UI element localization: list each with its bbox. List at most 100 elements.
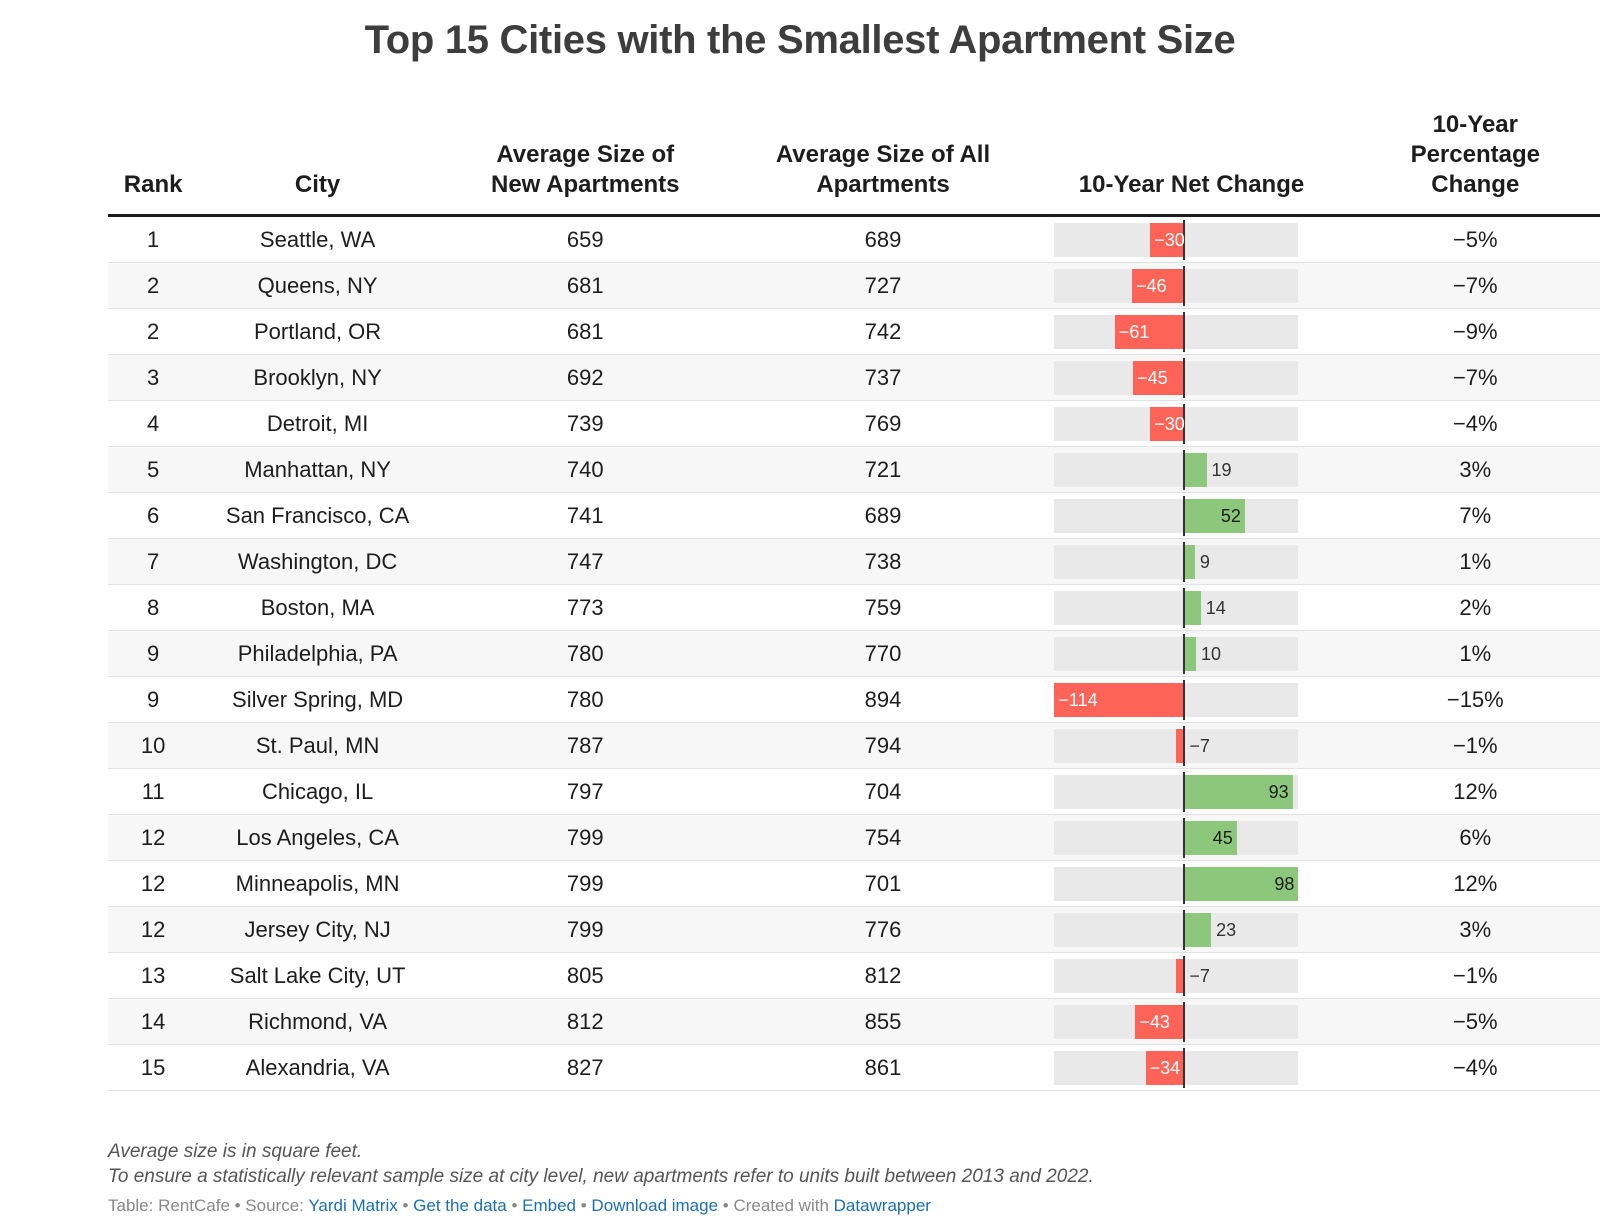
table-row: 4 Detroit, MI 739 769 −30 −4% [108,400,1600,447]
all-size-cell: 861 [733,1044,1033,1091]
rank-cell: 10 [108,722,199,769]
net-change-bar-track: −61 [1054,311,1299,352]
city-cell: Jersey City, NJ [198,906,437,953]
zero-axis-line [1183,357,1186,398]
net-change-label: −61 [1118,321,1150,342]
percentage-change-cell: −4% [1350,400,1600,447]
new-size-cell: 780 [436,676,734,723]
header-percentage-change[interactable]: 10-Year Percentage Change [1350,108,1600,217]
download-image-link[interactable]: Download image [591,1196,719,1215]
city-cell: St. Paul, MN [198,722,437,769]
net-change-cell: −43 [1032,998,1351,1045]
percentage-change-cell: −5% [1350,215,1600,263]
net-change-bar [1145,1050,1185,1085]
net-change-bar [1184,590,1201,625]
zero-axis-line [1183,541,1186,582]
rank-cell: 14 [108,998,199,1045]
table-row: 5 Manhattan, NY 740 721 19 3% [108,446,1600,493]
zero-axis-line [1183,679,1186,720]
zero-axis-line [1183,863,1186,904]
net-change-cell: −45 [1032,354,1351,401]
percentage-change-cell: −4% [1350,1044,1600,1091]
header-row: Rank City Average Size of New Apartments … [108,108,1600,217]
footnote-units: Average size is in square feet. [108,1141,363,1162]
net-change-label: −45 [1137,367,1168,388]
table-row: 13 Salt Lake City, UT 805 812 −7 −1% [108,952,1600,999]
all-size-cell: 742 [733,308,1033,355]
net-change-bar-track: −30 [1054,403,1299,444]
new-size-cell: 739 [436,400,734,447]
rank-cell: 9 [108,676,199,723]
rank-cell: 8 [108,584,199,631]
zero-axis-line [1183,955,1186,996]
table-body: 1 Seattle, WA 659 689 −30 −5% 2 Queens, NY 681 72… [108,215,1600,1091]
header-new-size[interactable]: Average Size of New Apartments [436,108,734,217]
net-change-label: 93 [1268,781,1289,802]
header-all-size[interactable]: Average Size of All Apartments [733,108,1033,217]
all-size-cell: 738 [733,538,1033,585]
zero-axis-line [1183,1047,1186,1088]
source-link[interactable]: Yardi Matrix [308,1196,398,1215]
city-cell: Manhattan, NY [198,446,437,493]
all-size-cell: 812 [733,952,1033,999]
percentage-change-cell: −1% [1350,722,1600,769]
city-cell: Washington, DC [198,538,437,585]
all-size-cell: 754 [733,814,1033,861]
rank-cell: 9 [108,630,199,677]
net-change-bar-track: −7 [1054,725,1299,766]
percentage-change-cell: 12% [1350,768,1600,815]
net-change-bar [1150,222,1185,257]
zero-axis-line [1183,403,1186,444]
percentage-change-cell: 1% [1350,538,1600,585]
get-data-link[interactable]: Get the data [413,1196,507,1215]
percentage-change-cell: −5% [1350,998,1600,1045]
new-size-cell: 805 [436,952,734,999]
all-size-cell: 689 [733,492,1033,539]
embed-link[interactable]: Embed [522,1196,577,1215]
net-change-label: 10 [1201,643,1222,664]
table-row: 2 Portland, OR 681 742 −61 −9% [108,308,1600,355]
new-size-cell: 780 [436,630,734,677]
table-row: 2 Queens, NY 681 727 −46 −7% [108,262,1600,309]
net-change-bar [1184,452,1207,487]
header-city[interactable]: City [198,108,437,217]
rank-cell: 12 [108,906,199,953]
table-row: 9 Philadelphia, PA 780 770 10 1% [108,630,1600,677]
all-size-cell: 759 [733,584,1033,631]
net-change-bar [1135,1004,1185,1039]
net-change-cell: 14 [1032,584,1351,631]
city-cell: Brooklyn, NY [198,354,437,401]
new-size-cell: 827 [436,1044,734,1091]
data-table: Rank City Average Size of New Apartments … [108,108,1600,1091]
zero-axis-line [1183,219,1186,260]
net-change-bar-track: 98 [1054,863,1299,904]
rank-cell: 1 [108,215,199,263]
net-change-bar-track: −34 [1054,1047,1299,1088]
table-row: 7 Washington, DC 747 738 9 1% [108,538,1600,585]
net-change-label: 52 [1220,505,1241,526]
datawrapper-link[interactable]: Datawrapper [833,1196,931,1215]
net-change-cell: 23 [1032,906,1351,953]
new-size-cell: 773 [436,584,734,631]
all-size-cell: 737 [733,354,1033,401]
city-cell: Boston, MA [198,584,437,631]
net-change-bar [1150,406,1185,441]
net-change-bar-track: −46 [1054,265,1299,306]
rank-cell: 15 [108,1044,199,1091]
all-size-cell: 770 [733,630,1033,677]
net-change-cell: 93 [1032,768,1351,815]
net-change-bar [1133,360,1185,395]
table-row: 1 Seattle, WA 659 689 −30 −5% [108,215,1600,263]
city-cell: Detroit, MI [198,400,437,447]
rank-cell: 12 [108,814,199,861]
net-change-bar-track: 9 [1054,541,1299,582]
table-row: 3 Brooklyn, NY 692 737 −45 −7% [108,354,1600,401]
header-rank[interactable]: Rank [108,108,199,217]
new-size-cell: 799 [436,906,734,953]
net-change-bar [1131,268,1185,303]
credits-separator: • [397,1196,414,1215]
city-cell: Queens, NY [198,262,437,309]
header-net-change[interactable]: 10-Year Net Change [1032,108,1351,217]
net-change-bar-track: −114 [1054,679,1299,720]
city-cell: Portland, OR [198,308,437,355]
